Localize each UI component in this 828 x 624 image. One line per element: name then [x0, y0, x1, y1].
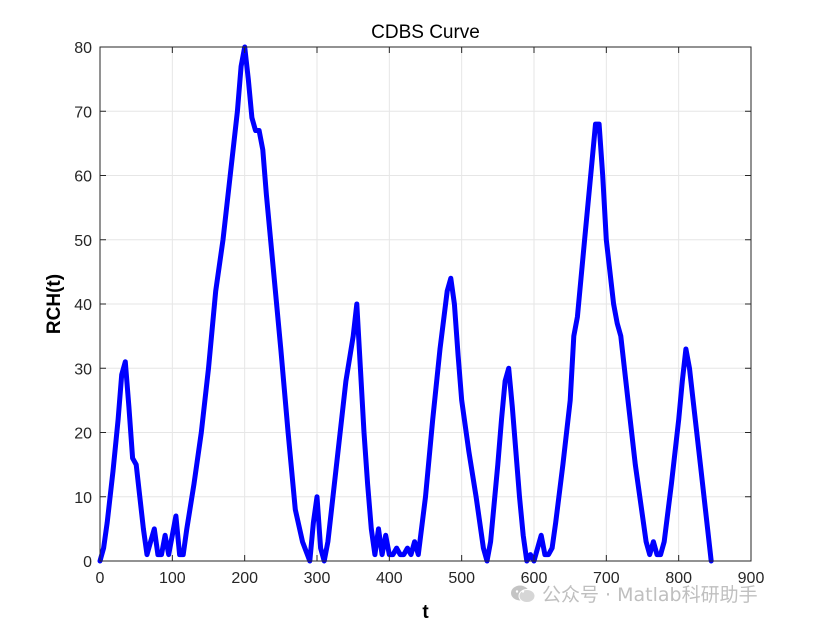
axis-ticks: 0 100 200 300 400 500 600 700 800 900 0 10 20 30 40 50 6… — [74, 40, 764, 587]
y-tick-label: 70 — [74, 104, 92, 121]
x-tick-label: 900 — [738, 570, 765, 587]
y-axis-label: RCH(t) — [44, 274, 65, 334]
x-tick-label: 200 — [231, 570, 258, 587]
watermark-text: 公众号 · Matlab科研助手 — [542, 584, 758, 606]
y-tick-label: 30 — [74, 361, 92, 378]
wechat-icon — [511, 585, 536, 603]
series-line-group — [97, 44, 714, 564]
x-tick-label: 800 — [665, 570, 692, 587]
y-tick-label: 50 — [74, 233, 92, 250]
x-tick-label: 100 — [159, 570, 186, 587]
chart-title: CDBS Curve — [371, 22, 480, 43]
y-tick-label: 40 — [74, 297, 92, 314]
x-tick-label: 300 — [304, 570, 331, 587]
y-tick-label: 20 — [74, 426, 92, 443]
x-tick-label: 0 — [96, 570, 105, 587]
x-tick-label: 600 — [521, 570, 548, 587]
x-tick-label: 500 — [448, 570, 475, 587]
x-tick-label: 700 — [593, 570, 620, 587]
y-tick-label: 10 — [74, 490, 92, 507]
y-tick-label: 60 — [74, 169, 92, 186]
y-tick-label: 0 — [83, 554, 92, 571]
x-axis-label: t — [422, 602, 429, 623]
series-line — [97, 44, 714, 564]
watermark: 公众号 · Matlab科研助手 — [510, 580, 758, 607]
y-tick-label: 80 — [74, 40, 92, 57]
x-tick-label: 400 — [376, 570, 403, 587]
